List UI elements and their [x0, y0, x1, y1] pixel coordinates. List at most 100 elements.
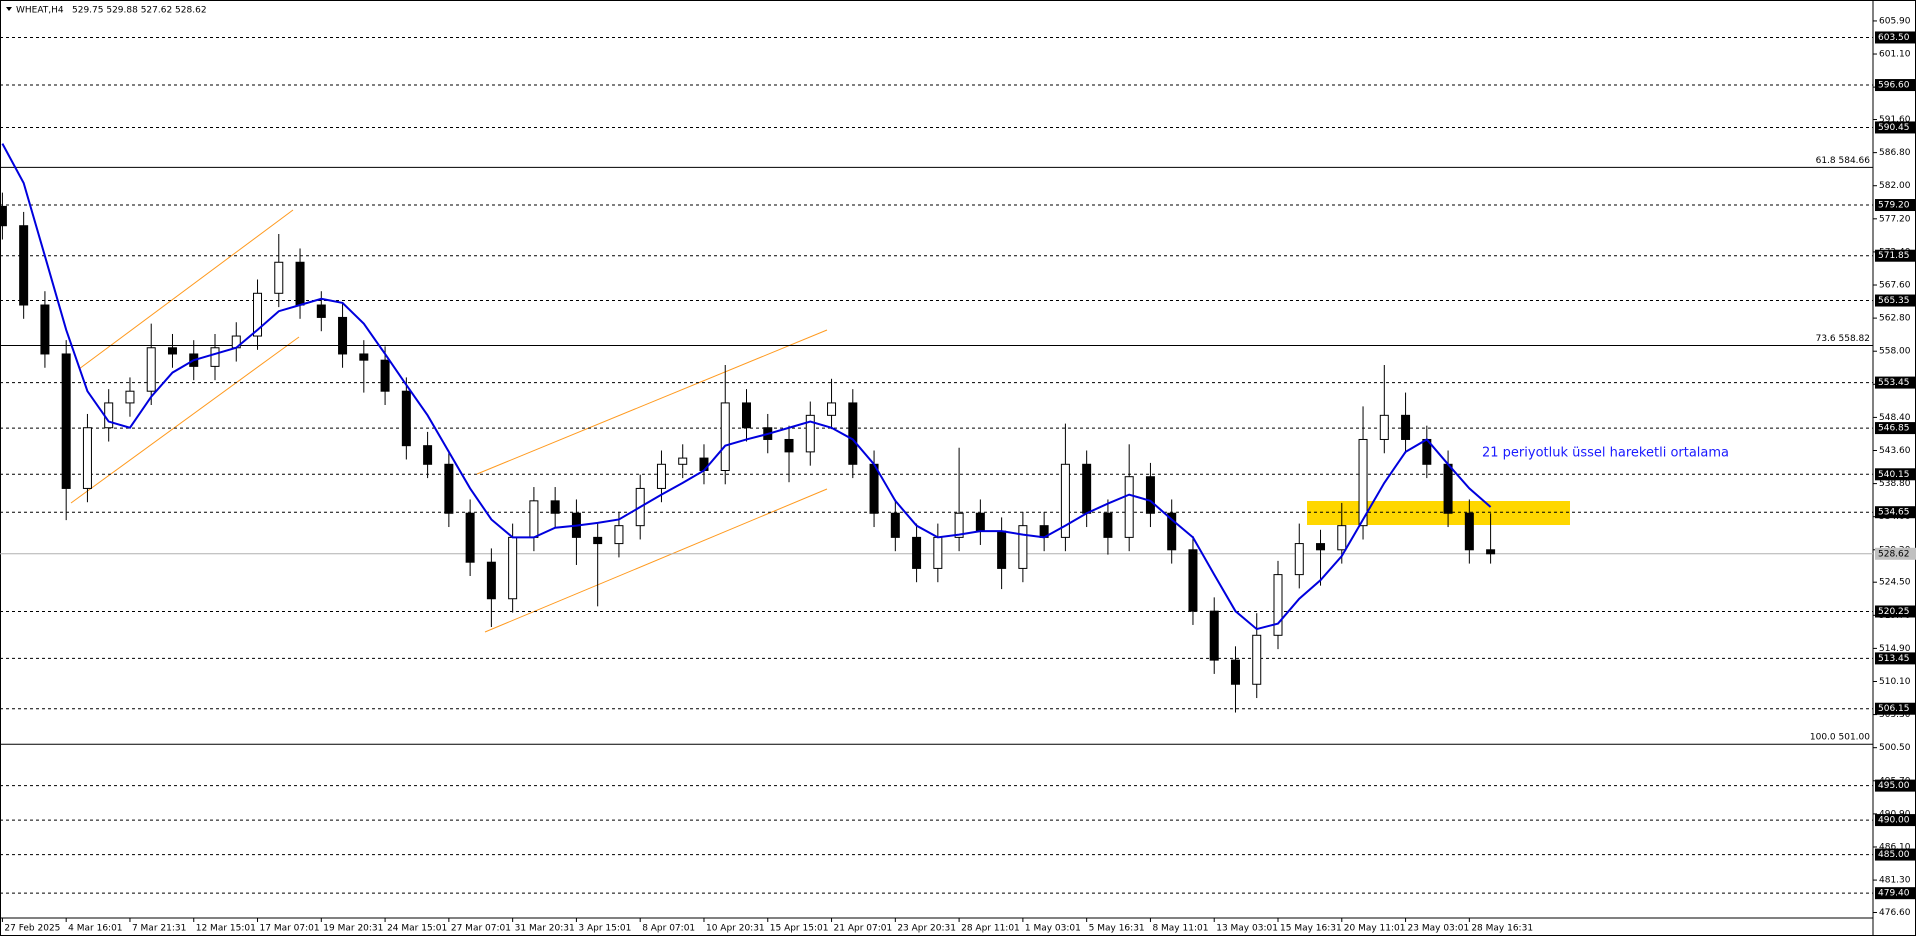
- candle-body: [1145, 476, 1155, 514]
- level-label: 571.85: [1878, 251, 1910, 261]
- candle-body: [656, 463, 666, 489]
- level-label-box: [1875, 294, 1916, 307]
- level-label: 534.65: [1878, 508, 1910, 518]
- candle-body: [1486, 549, 1496, 555]
- candle-body: [1188, 549, 1198, 612]
- channels: [70, 209, 828, 633]
- x-tick-label: 20 May 11:01: [1344, 924, 1406, 934]
- x-tick-label: 8 May 11:01: [1152, 924, 1208, 934]
- ohlc-readout: 529.75 529.88 527.62 528.62: [72, 6, 207, 16]
- fib-label: 61.8 584.66: [1816, 156, 1871, 166]
- symbol: WHEAT,H4: [16, 6, 64, 16]
- y-tick-label: 510.10: [1879, 677, 1911, 687]
- channel-line: [484, 488, 828, 633]
- level-label: 490.00: [1878, 816, 1910, 826]
- candle-body: [274, 261, 284, 294]
- candles: [0, 192, 1496, 713]
- y-tick-label: 567.60: [1879, 281, 1911, 291]
- candle-body: [550, 500, 560, 514]
- candle-body: [742, 402, 751, 429]
- level-label-box: [1875, 702, 1916, 715]
- candle-body: [40, 304, 50, 355]
- level-label-box: [1875, 779, 1916, 792]
- level-label: 506.15: [1878, 704, 1910, 714]
- candle-body: [19, 225, 29, 306]
- y-tick-label: 548.40: [1879, 413, 1911, 423]
- level-label-box: [1875, 605, 1916, 618]
- candle-body: [210, 347, 220, 367]
- channel-line: [476, 329, 828, 475]
- level-label-box: [1875, 79, 1916, 92]
- candle-body: [359, 353, 369, 361]
- candle-body: [933, 536, 943, 569]
- channel-line: [78, 209, 294, 370]
- level-label-box: [1875, 31, 1916, 44]
- candle-body: [784, 438, 794, 453]
- x-tick-label: 17 Mar 07:01: [260, 924, 320, 934]
- candle-body: [1443, 463, 1453, 514]
- candle-body: [465, 512, 475, 563]
- candle-body: [1252, 634, 1262, 685]
- candle-body: [401, 390, 411, 447]
- level-label-box: [1875, 887, 1916, 900]
- x-tick-label: 5 May 16:31: [1089, 924, 1145, 934]
- x-tick-label: 27 Mar 07:01: [451, 924, 511, 934]
- candle-body: [0, 205, 7, 227]
- candle-body: [295, 261, 305, 306]
- candle-body: [253, 292, 263, 337]
- x-tick-label: 23 Apr 20:31: [897, 924, 956, 934]
- last-price-label: 528.62: [1878, 549, 1910, 559]
- y-tick-label: 524.50: [1879, 578, 1911, 588]
- candle-body: [997, 530, 1007, 569]
- candle-body: [380, 359, 390, 392]
- y-tick-label: 505.30: [1879, 710, 1911, 720]
- x-tick-label: 23 May 03:01: [1408, 924, 1470, 934]
- candle-body: [1018, 525, 1028, 569]
- candle-body: [678, 457, 688, 465]
- x-tick-label: 27 Feb 2025: [4, 924, 60, 934]
- level-label-box: [1875, 199, 1916, 212]
- level-label: 520.25: [1878, 607, 1910, 617]
- y-tick-label: 591.60: [1879, 115, 1911, 125]
- candle-body: [444, 463, 454, 514]
- y-tick-label: 577.20: [1879, 214, 1911, 224]
- candle-body: [508, 536, 518, 600]
- y-tick-label: 562.80: [1879, 314, 1911, 324]
- candle-body: [1337, 525, 1347, 551]
- candle-body: [1379, 414, 1389, 440]
- x-tick-label: 21 Apr 07:01: [834, 924, 893, 934]
- level-label: 590.45: [1878, 123, 1910, 133]
- zone-highlight: [1307, 501, 1570, 525]
- candle-body: [338, 316, 348, 355]
- fib-label: 73.6 558.82: [1816, 334, 1870, 344]
- y-tick-label: 538.80: [1879, 479, 1911, 489]
- level-label-box: [1875, 422, 1916, 435]
- x-tick-label: 7 Mar 21:31: [132, 924, 186, 934]
- candle-body: [614, 525, 624, 545]
- x-tick-label: 8 Apr 07:01: [642, 924, 695, 934]
- y-tick-label: 586.80: [1879, 148, 1911, 158]
- level-label: 495.00: [1878, 781, 1910, 791]
- x-tick-label: 3 Apr 15:01: [578, 924, 631, 934]
- level-label: 553.45: [1878, 378, 1910, 388]
- annotation: 21 periyotluk üssel hareketli ortalama: [1482, 446, 1729, 461]
- candle-body: [593, 536, 603, 545]
- candle-body: [1060, 463, 1070, 538]
- candle-body: [1103, 512, 1113, 538]
- x-tick-label: 19 Mar 20:31: [323, 924, 383, 934]
- level-label-box: [1875, 848, 1916, 861]
- x-tick-label: 12 Mar 15:01: [196, 924, 256, 934]
- candle-body: [167, 347, 177, 355]
- level-label-box: [1875, 814, 1916, 827]
- candle-body: [125, 390, 135, 404]
- candle-body: [805, 414, 815, 453]
- y-tick-label: 543.60: [1879, 446, 1911, 456]
- level-label: 546.85: [1878, 424, 1910, 434]
- last-price-box: [1875, 547, 1916, 560]
- candle-body: [1294, 543, 1304, 576]
- x-tick-label: 28 May 16:31: [1471, 924, 1533, 934]
- x-tick-label: 4 Mar 16:01: [68, 924, 122, 934]
- candle-body: [954, 512, 964, 538]
- y-tick-label: 514.90: [1879, 644, 1911, 654]
